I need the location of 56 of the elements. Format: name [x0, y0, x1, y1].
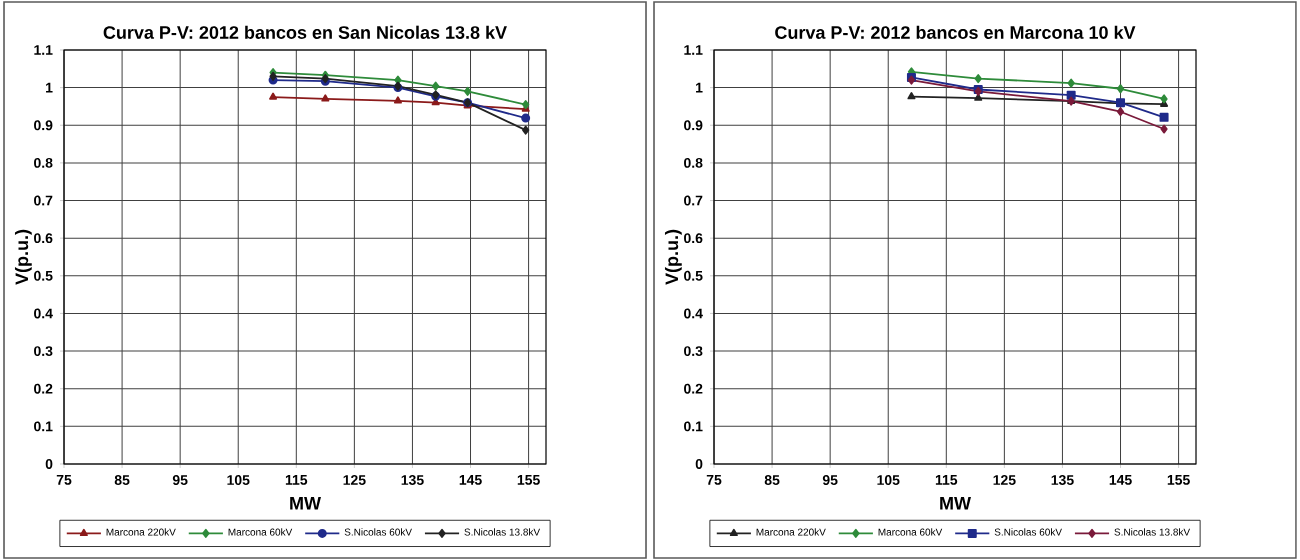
x-tick-label: 75 [706, 475, 722, 485]
chart-title: Curva P-V: 2012 bancos en San Nicolas 13.8 kV [103, 25, 507, 39]
legend-label: Marcona 220kV [756, 528, 826, 536]
y-tick-label: 1.1 [684, 45, 703, 55]
x-tick-label: 155 [1167, 475, 1190, 485]
y-tick-label: 0.7 [34, 195, 53, 206]
y-tick-label: 0.4 [34, 308, 53, 319]
y-tick-label: 0.1 [34, 421, 53, 432]
x-tick-label: 125 [343, 475, 366, 485]
x-tick-label: 145 [459, 475, 482, 485]
y-axis-title: V(p.u.) [14, 229, 32, 285]
x-tick-label: 135 [401, 475, 424, 485]
y-tick-label: 1.1 [34, 45, 53, 55]
y-axis-title: V(p.u.) [664, 229, 682, 285]
x-tick-label: 115 [935, 475, 958, 485]
x-tick-label: 85 [114, 475, 130, 485]
legend-label: S.Nicolas 60kV [344, 528, 412, 536]
y-tick-label: 0 [45, 459, 53, 469]
y-tick-label: 0 [695, 459, 703, 469]
y-tick-label: 0.9 [684, 120, 703, 131]
x-tick-label: 105 [227, 475, 250, 485]
legend-label: S.Nicolas 13.8kV [464, 528, 541, 536]
x-tick-label: 135 [1051, 475, 1074, 485]
y-tick-label: 0.6 [684, 233, 703, 244]
y-tick-label: 0.4 [684, 308, 703, 319]
x-tick-label: 85 [764, 475, 780, 485]
chart-title: Curva P-V: 2012 bancos en Marcona 10 kV [775, 25, 1136, 39]
legend-label: S.Nicolas 60kV [994, 528, 1062, 536]
y-tick-label: 1 [696, 82, 703, 93]
y-tick-label: 0.5 [684, 270, 703, 281]
x-tick-label: 115 [285, 475, 308, 485]
y-tick-label: 0.3 [34, 346, 53, 357]
y-tick-label: 1 [46, 82, 53, 93]
y-tick-label: 0.1 [684, 421, 703, 432]
x-tick-label: 105 [877, 475, 900, 485]
y-tick-label: 0.8 [34, 157, 53, 168]
legend-label: S.Nicolas 13.8kV [1114, 528, 1191, 536]
x-tick-label: 125 [993, 475, 1016, 485]
legend-label: Marcona 60kV [878, 528, 943, 536]
y-tick-label: 0.8 [684, 157, 703, 168]
x-axis-title: MW [940, 497, 971, 510]
y-tick-label: 0.6 [34, 233, 53, 244]
x-tick-label: 75 [56, 475, 72, 485]
y-tick-label: 0.3 [684, 346, 703, 357]
x-tick-label: 155 [517, 475, 540, 485]
y-tick-label: 0.7 [684, 195, 703, 206]
y-tick-label: 0.9 [34, 120, 53, 131]
y-tick-label: 0.2 [34, 383, 53, 394]
legend-label: Marcona 60kV [228, 528, 293, 536]
x-tick-label: 145 [1109, 475, 1132, 485]
x-axis-title: MW [290, 497, 321, 510]
x-tick-label: 95 [172, 475, 188, 485]
x-tick-label: 95 [822, 475, 838, 485]
legend-label: Marcona 220kV [106, 528, 176, 536]
y-tick-label: 0.5 [34, 270, 53, 281]
y-tick-label: 0.2 [684, 383, 703, 394]
